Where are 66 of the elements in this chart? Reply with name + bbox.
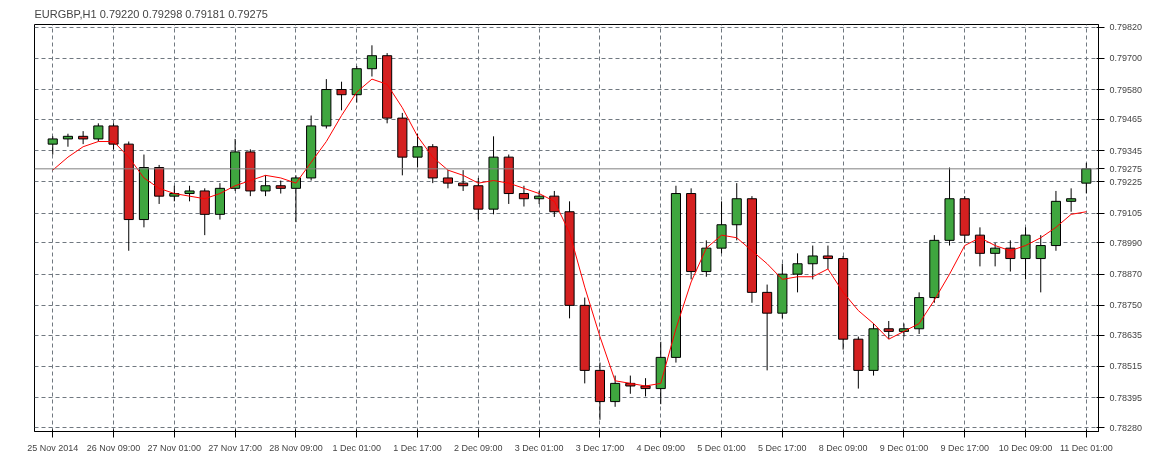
y-tick-label: 0.79580 (1109, 84, 1143, 95)
candlestick (199, 187, 210, 236)
candlestick (473, 177, 484, 221)
y-tick-label: 0.78990 (1109, 237, 1143, 248)
x-tick-label: 28 Nov 09:00 (269, 442, 323, 453)
y-tick-label: 0.79465 (1109, 114, 1143, 125)
x-tick-label: 5 Dec 17:00 (758, 442, 807, 453)
candlestick (108, 122, 119, 150)
x-tick-label: 3 Dec 17:00 (575, 442, 625, 453)
x-tick-label: 2 Dec 09:00 (454, 442, 503, 453)
x-tick-label: 27 Nov 17:00 (208, 442, 262, 453)
x-tick-label: 11 Dec 01:00 (1059, 442, 1113, 453)
ref-line-label: 0.79275 (1109, 163, 1143, 174)
candlestick (442, 169, 453, 189)
candlestick (458, 169, 469, 192)
x-tick-label: 9 Dec 01:00 (879, 442, 929, 453)
y-tick-label: 0.79105 (1109, 208, 1143, 219)
candlestick (974, 226, 985, 267)
candlestick (412, 133, 423, 169)
x-tick-label: 5 Dec 01:00 (697, 442, 746, 453)
candlestick (93, 122, 104, 143)
candlestick (260, 174, 271, 197)
candlestick (640, 377, 651, 397)
candlestick (822, 245, 833, 270)
x-tick-label: 26 Nov 09:00 (86, 442, 141, 453)
y-tick-label: 0.78635 (1109, 330, 1143, 341)
x-tick-label: 3 Dec 01:00 (514, 442, 564, 453)
candlestick (990, 242, 1001, 267)
candlestick (62, 133, 73, 148)
candlestick (701, 239, 712, 278)
x-tick-label: 10 Dec 09:00 (998, 442, 1053, 453)
chart-title: EURGBP,H1 0.79220 0.79298 0.79181 0.79275 (34, 7, 268, 20)
x-tick-label: 9 Dec 17:00 (940, 442, 990, 453)
candlestick (518, 185, 529, 208)
candlestick (716, 200, 727, 254)
y-tick-label: 0.78515 (1109, 361, 1143, 372)
candlestick (290, 174, 301, 223)
candlestick (336, 81, 347, 111)
candlestick (78, 130, 89, 145)
y-tick-label: 0.78750 (1109, 300, 1143, 311)
y-tick-label: 0.79700 (1109, 53, 1143, 64)
candlestick (534, 190, 545, 205)
y-tick-label: 0.78870 (1109, 269, 1143, 280)
x-tick-label: 4 Dec 09:00 (636, 442, 686, 453)
x-tick-label: 27 Nov 01:00 (147, 442, 202, 453)
x-tick-label: 1 Dec 01:00 (332, 442, 382, 453)
candlestick (807, 245, 818, 280)
y-tick-label: 0.79225 (1109, 176, 1143, 187)
y-tick-label: 0.79345 (1109, 145, 1143, 156)
candlestick (1005, 239, 1016, 273)
y-tick-label: 0.78280 (1109, 422, 1143, 433)
candlestick (883, 320, 894, 340)
x-tick-label: 25 Nov 2014 (27, 442, 79, 453)
candlestick (1081, 162, 1092, 194)
candlestick (762, 284, 773, 371)
candlestick (792, 252, 803, 293)
candlestick (610, 375, 621, 408)
y-tick-label: 0.79820 (1109, 22, 1143, 33)
candlestick (1066, 187, 1077, 213)
x-tick-label: 8 Dec 09:00 (818, 442, 868, 453)
candlestick (366, 44, 377, 78)
x-tick-label: 1 Dec 17:00 (393, 442, 442, 453)
candlestick (1035, 234, 1046, 293)
candlestick (1020, 226, 1031, 280)
y-tick-label: 0.78395 (1109, 392, 1143, 403)
candlestick (47, 135, 58, 156)
